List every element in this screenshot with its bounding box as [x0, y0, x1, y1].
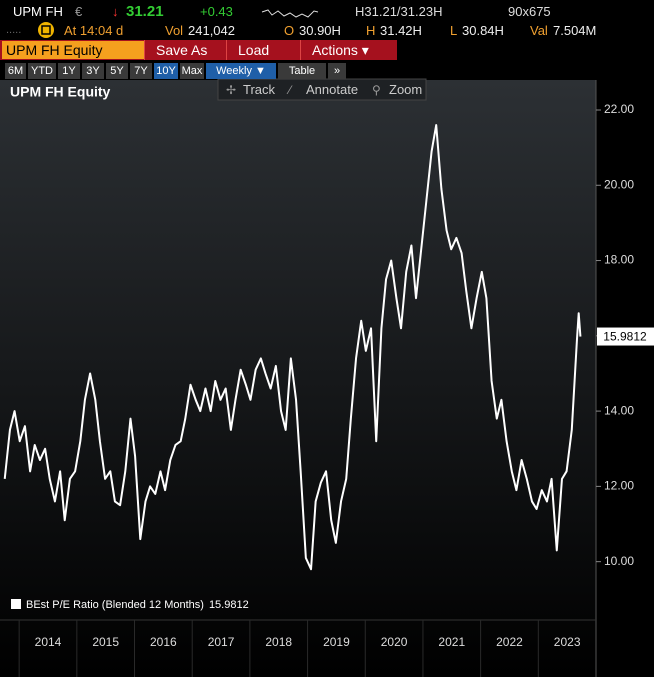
- period-button-label: YTD: [31, 65, 53, 77]
- x-tick-label: 2023: [554, 635, 581, 649]
- y-tick-label: 18.00: [604, 253, 634, 267]
- change: +0.43: [200, 4, 233, 19]
- x-tick-label: 2017: [208, 635, 235, 649]
- ticker: UPM FH: [13, 4, 63, 19]
- period-button[interactable]: [180, 63, 204, 79]
- status-icon: [38, 22, 54, 38]
- bid-ask: H31.21/31.23H: [355, 4, 443, 19]
- menu-item[interactable]: Actions ▾: [312, 42, 369, 58]
- legend-label: BEst P/E Ratio (Blended 12 Months): [26, 599, 204, 611]
- y-tick-label: 20.00: [604, 177, 634, 191]
- menu-item[interactable]: Load: [238, 42, 270, 58]
- bid-ask-size: 90x675: [508, 4, 551, 19]
- legend-swatch: [11, 599, 21, 609]
- currency: €: [75, 4, 83, 19]
- period-button[interactable]: [130, 63, 152, 79]
- stat-label: Val: [530, 23, 548, 38]
- value-badge-label: 15.9812: [603, 330, 647, 344]
- security-field[interactable]: [2, 41, 144, 59]
- y-tick-label: 12.00: [604, 479, 634, 493]
- x-tick-label: 2020: [381, 635, 408, 649]
- period-button-label: 3Y: [86, 65, 100, 77]
- period-button[interactable]: [58, 63, 80, 79]
- y-tick-label: 22.00: [604, 102, 634, 116]
- x-tick-label: 2014: [35, 635, 62, 649]
- period-button[interactable]: [154, 63, 178, 79]
- stat-label: L: [450, 23, 458, 38]
- stat-label: O: [284, 23, 295, 38]
- value-badge: [597, 327, 654, 346]
- chart-title: UPM FH Equity: [10, 84, 111, 100]
- period-button[interactable]: [106, 63, 128, 79]
- period-button-label: 6M: [7, 65, 24, 77]
- more-button-label: »: [333, 65, 341, 77]
- period-button-label: 10Y: [156, 65, 176, 77]
- frequency-button-label: Weekly ▼: [216, 65, 266, 77]
- x-tick-label: 2022: [496, 635, 523, 649]
- menu-item[interactable]: Save As: [156, 42, 208, 58]
- stat-label: H: [366, 23, 376, 38]
- period-button[interactable]: [5, 63, 26, 79]
- tool-bar: [217, 78, 427, 101]
- arrow: ↓: [112, 4, 119, 19]
- last-price: 31.21: [126, 3, 164, 20]
- tool-icon: ✢: [226, 83, 237, 97]
- series-line: [3, 124, 582, 571]
- menu-separator: [300, 40, 301, 60]
- stat-value: 30.90H: [299, 23, 341, 38]
- time: At 14:04 d: [64, 23, 124, 38]
- frequency-button[interactable]: [206, 63, 276, 79]
- x-tick-label: 2021: [438, 635, 465, 649]
- sparkline: [261, 9, 319, 18]
- y-tick-label: 10.00: [604, 554, 634, 568]
- stat-value: 31.42H: [380, 23, 422, 38]
- period-button-label: 5Y: [110, 65, 124, 77]
- period-button-label: Max: [181, 65, 203, 77]
- legend-value: 15.9812: [209, 599, 249, 611]
- period-button-label: 1Y: [62, 65, 76, 77]
- security: UPM FH Equity: [6, 42, 103, 58]
- stat-label: Vol: [165, 23, 184, 38]
- stat-value: 30.84H: [462, 23, 504, 38]
- x-tick-label: 2018: [265, 635, 292, 649]
- stat-value: 7.504M: [553, 23, 597, 38]
- menu-separator: [144, 40, 145, 60]
- x-tick-label: 2016: [150, 635, 177, 649]
- tool-icon: ⁄: [289, 83, 292, 97]
- tool-icon: ⚲: [372, 83, 381, 97]
- dots: .....: [6, 24, 22, 36]
- tool-label[interactable]: Track: [243, 82, 276, 97]
- tool-label[interactable]: Annotate: [306, 82, 359, 97]
- x-tick-label: 2019: [323, 635, 350, 649]
- tool-label[interactable]: Zoom: [389, 82, 423, 97]
- menu-separator: [226, 40, 227, 60]
- x-tick-label: 2015: [92, 635, 119, 649]
- table-button-label: Table: [288, 65, 316, 77]
- plot-background: [0, 80, 596, 677]
- more-button[interactable]: [328, 63, 346, 79]
- stat-value: 241,042: [188, 23, 235, 38]
- period-button[interactable]: [82, 63, 104, 79]
- table-button[interactable]: [278, 63, 326, 79]
- y-tick-label: 14.00: [604, 403, 634, 417]
- period-button-label: 7Y: [134, 65, 148, 77]
- period-button[interactable]: [28, 63, 56, 79]
